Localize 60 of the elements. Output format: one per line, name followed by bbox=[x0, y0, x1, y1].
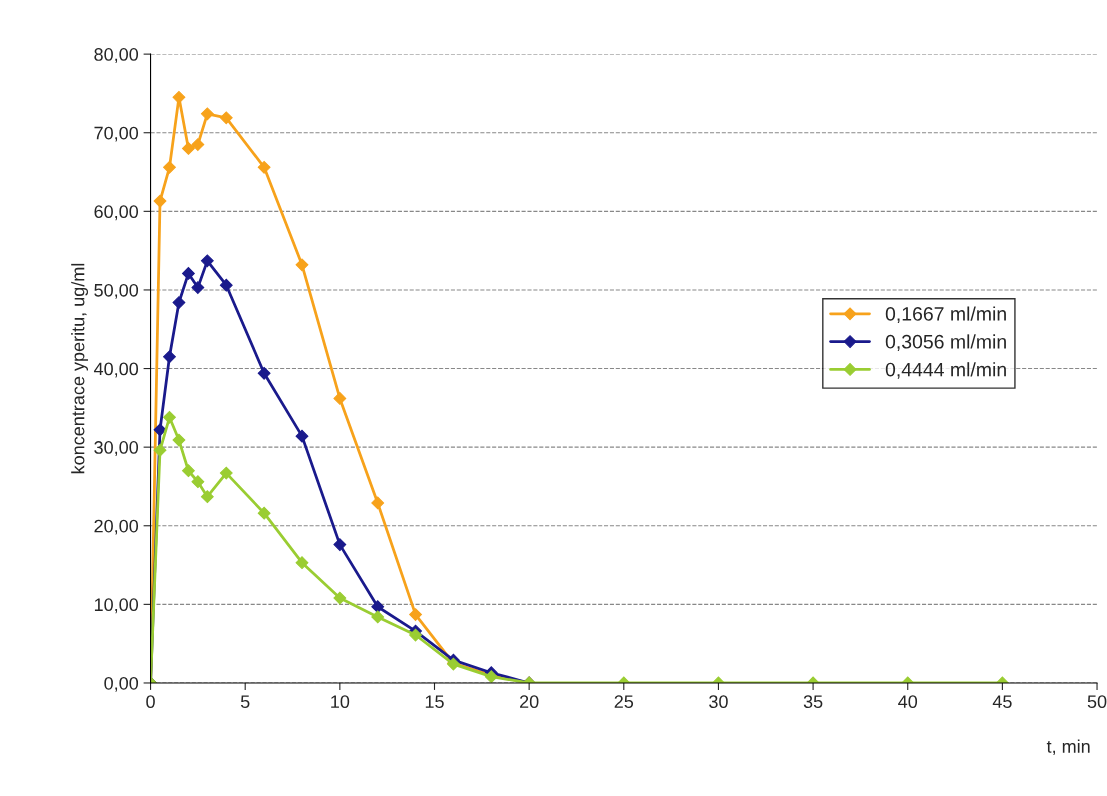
legend-label: 0,3056 ml/min bbox=[885, 334, 1006, 351]
point bbox=[172, 296, 186, 309]
y-tick-label: 0,00 bbox=[104, 676, 139, 692]
x-tick-label: 5 bbox=[240, 695, 250, 709]
y-tick-label: 10,00 bbox=[94, 598, 139, 614]
point bbox=[295, 429, 309, 443]
legend-label: 0,4444 ml/min bbox=[885, 362, 1006, 379]
point bbox=[191, 281, 205, 294]
point bbox=[257, 366, 271, 380]
point bbox=[333, 392, 347, 405]
x-tick-label: 20 bbox=[520, 695, 539, 709]
point bbox=[200, 490, 214, 504]
point bbox=[295, 556, 309, 570]
x-tick-label: 40 bbox=[898, 695, 918, 709]
point bbox=[163, 160, 176, 174]
point bbox=[219, 278, 233, 292]
point bbox=[191, 475, 205, 489]
point bbox=[182, 142, 195, 155]
point bbox=[219, 466, 233, 480]
point bbox=[333, 591, 347, 605]
x-tick-label: 10 bbox=[331, 695, 350, 709]
x-tick-label: 50 bbox=[1087, 695, 1107, 709]
point bbox=[182, 267, 195, 280]
y-tick-label: 30,00 bbox=[94, 441, 139, 457]
x-tick-label: 30 bbox=[709, 695, 728, 709]
point bbox=[200, 107, 214, 121]
point bbox=[409, 628, 422, 642]
point bbox=[371, 496, 385, 510]
point bbox=[163, 410, 176, 424]
x-tick-label: 25 bbox=[614, 695, 634, 709]
x-tick-label: 15 bbox=[425, 695, 444, 709]
x-tick-label: 0 bbox=[146, 695, 155, 709]
point bbox=[172, 90, 186, 104]
point bbox=[182, 464, 195, 478]
point bbox=[257, 506, 271, 520]
point bbox=[163, 350, 176, 364]
y-axis-title: koncentrace yperitu, ug/ml bbox=[71, 263, 89, 474]
point bbox=[191, 138, 205, 151]
point bbox=[371, 600, 385, 614]
point bbox=[153, 423, 167, 437]
y-tick-label: 40,00 bbox=[93, 362, 139, 378]
x-tick-label: 45 bbox=[992, 695, 1012, 709]
x-tick-label: 35 bbox=[803, 695, 823, 709]
point bbox=[153, 443, 167, 457]
y-tick-label: 80,00 bbox=[94, 48, 139, 63]
x-axis-title: t, min bbox=[1046, 739, 1090, 755]
point bbox=[409, 608, 422, 621]
point bbox=[295, 258, 309, 272]
point bbox=[172, 433, 186, 447]
y-tick-label: 60,00 bbox=[94, 205, 139, 221]
y-tick-label: 70,00 bbox=[94, 126, 139, 142]
point bbox=[257, 160, 271, 174]
legend-label: 0,1667 ml/min bbox=[885, 306, 1006, 324]
y-tick-label: 20,00 bbox=[94, 519, 139, 535]
point bbox=[333, 538, 347, 552]
point bbox=[219, 111, 233, 125]
point bbox=[153, 194, 167, 208]
y-tick-label: 50,00 bbox=[94, 283, 139, 299]
point bbox=[371, 610, 385, 624]
point bbox=[200, 254, 214, 268]
